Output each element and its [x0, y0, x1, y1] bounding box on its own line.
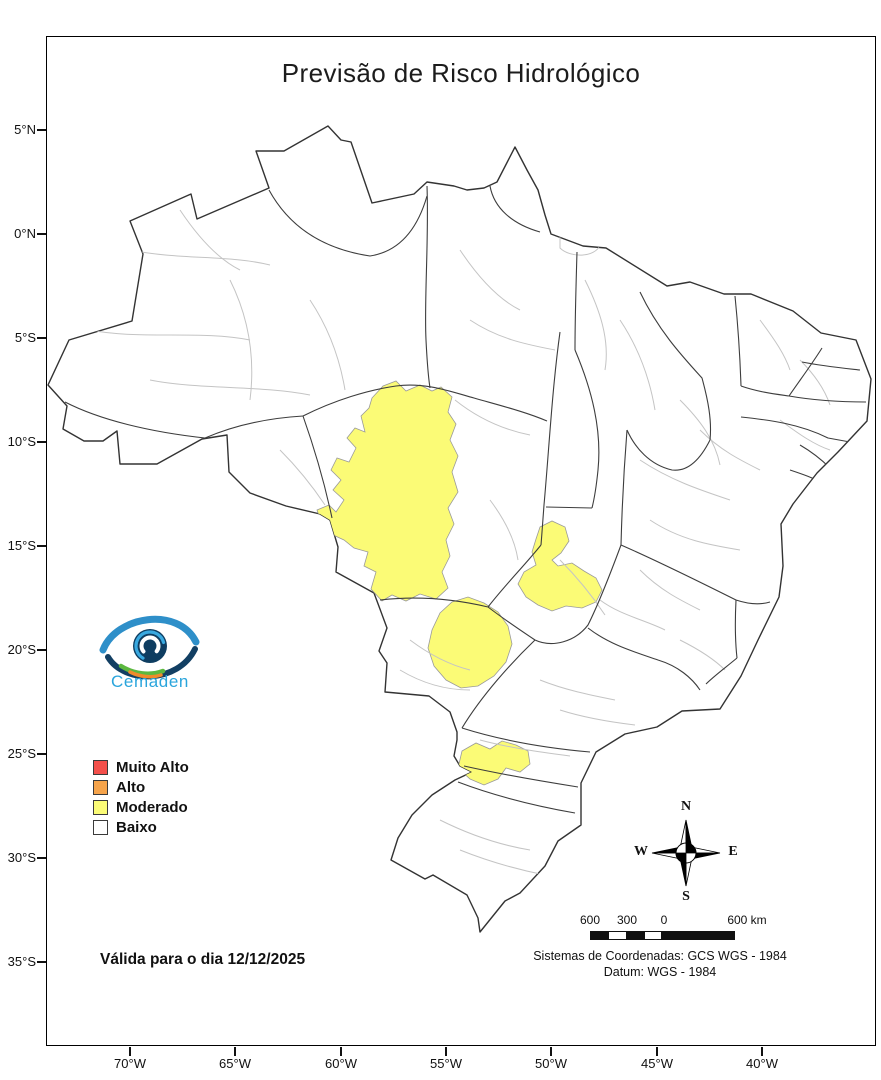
- lon-label: 65°W: [219, 1056, 251, 1071]
- compass-rose-icon: [651, 819, 721, 887]
- scale-segment: [626, 931, 645, 940]
- lon-tick: [234, 1047, 236, 1056]
- validity-note: Válida para o dia 12/12/2025: [100, 951, 306, 968]
- lat-tick: [37, 129, 46, 131]
- lon-tick: [340, 1047, 342, 1056]
- moderate-risk-regions: [316, 380, 603, 786]
- coordinate-system-note: Sistemas de Coordenadas: GCS WGS - 1984 …: [495, 948, 825, 980]
- legend-label: Moderado: [116, 798, 188, 816]
- lat-label: 25°S: [7, 746, 36, 761]
- lat-tick: [37, 857, 46, 859]
- scale-bar: [590, 931, 735, 940]
- scale-label-600-left: 600: [579, 913, 601, 927]
- lat-tick: [37, 441, 46, 443]
- lat-tick: [37, 649, 46, 651]
- lat-tick: [37, 337, 46, 339]
- lat-label: 5°S: [14, 330, 36, 345]
- lon-label: 40°W: [746, 1056, 778, 1071]
- legend-swatch-moderado: [93, 799, 108, 815]
- municipality-boundaries: [89, 209, 831, 876]
- cemaden-logo-icon: [99, 615, 200, 680]
- map-title: Previsão de Risco Hidrológico: [281, 58, 641, 88]
- lon-tick: [761, 1047, 763, 1056]
- lon-tick: [129, 1047, 131, 1056]
- lat-tick: [37, 233, 46, 235]
- scale-label-300: 300: [616, 913, 638, 927]
- lon-tick: [656, 1047, 658, 1056]
- compass-east-label: E: [728, 844, 738, 859]
- moderate-risk-region-mato-grosso: [316, 380, 459, 602]
- brazil-country-outline: [47, 125, 872, 933]
- lat-tick: [37, 961, 46, 963]
- lat-label: 20°S: [7, 642, 36, 657]
- legend-item-muito-alto: Muito Alto: [93, 757, 189, 777]
- lat-label: 30°S: [7, 850, 36, 865]
- cemaden-wordmark: Cemaden: [111, 672, 189, 691]
- legend-label: Alto: [116, 778, 146, 796]
- lat-label: 0°N: [14, 226, 36, 241]
- legend-item-moderado: Moderado: [93, 797, 189, 817]
- scale-segment: [661, 931, 735, 940]
- compass-north-label: N: [680, 799, 692, 814]
- state-boundaries: [64, 185, 867, 814]
- scale-segment: [644, 931, 662, 940]
- moderate-risk-region-south-goias: [427, 596, 513, 689]
- scale-label-0: 0: [660, 913, 668, 927]
- legend-swatch-alto: [93, 779, 108, 795]
- legend-label: Baixo: [116, 818, 157, 836]
- lon-label: 45°W: [641, 1056, 673, 1071]
- scale-segment: [608, 931, 627, 940]
- lon-tick: [550, 1047, 552, 1056]
- coordinate-system-line2: Datum: WGS - 1984: [603, 965, 717, 979]
- lon-tick: [445, 1047, 447, 1056]
- scale-segment: [590, 931, 609, 940]
- lon-label: 55°W: [430, 1056, 462, 1071]
- lat-tick: [37, 545, 46, 547]
- coordinate-system-line1: Sistemas de Coordenadas: GCS WGS - 1984: [533, 949, 787, 963]
- legend-label: Muito Alto: [116, 758, 189, 776]
- moderate-risk-region-parana: [457, 740, 531, 786]
- lat-tick: [37, 753, 46, 755]
- compass-west-label: W: [634, 844, 648, 859]
- compass-south-label: S: [682, 889, 690, 904]
- legend-swatch-muito-alto: [93, 759, 108, 775]
- scale-label-600-km: 600 km: [727, 913, 767, 927]
- lat-label: 15°S: [7, 538, 36, 553]
- legend-item-alto: Alto: [93, 777, 189, 797]
- lat-label: 35°S: [7, 954, 36, 969]
- risk-legend: Muito Alto Alto Moderado Baixo: [93, 757, 189, 837]
- lon-label: 50°W: [535, 1056, 567, 1071]
- legend-swatch-baixo: [93, 819, 108, 835]
- lon-label: 60°W: [325, 1056, 357, 1071]
- legend-item-baixo: Baixo: [93, 817, 189, 837]
- lat-label: 5°N: [14, 122, 36, 137]
- lon-label: 70°W: [114, 1056, 146, 1071]
- lat-label: 10°S: [7, 434, 36, 449]
